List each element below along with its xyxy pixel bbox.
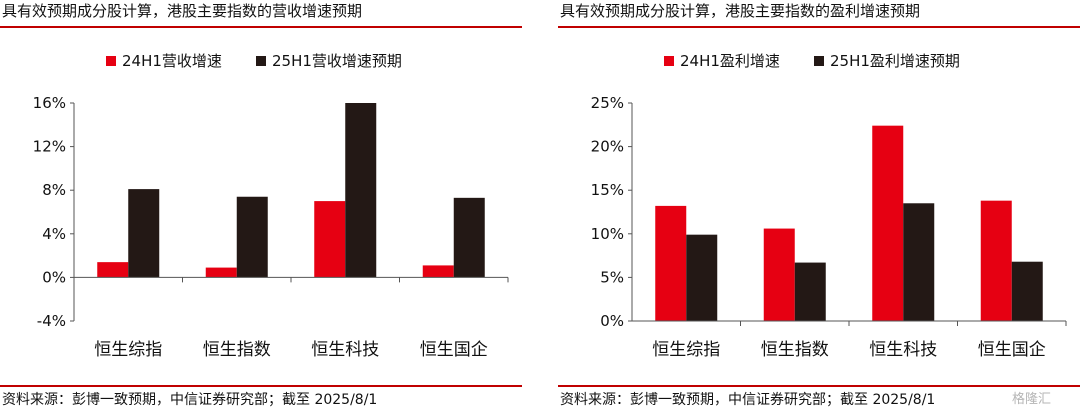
chart-panel-revenue: 具有效预期成分股计算，港股主要指数的营收增速预期 24H1营收增速 25H1营收增… xyxy=(0,0,522,416)
x-category-label: 恒生指数 xyxy=(203,340,271,360)
bar-series-2 xyxy=(1011,261,1043,321)
y-tick-label: 4% xyxy=(42,225,66,243)
bar-series-2 xyxy=(128,189,160,278)
revenue-growth-bar-chart: 24H1营收增速 25H1营收增速预期 -4% 0% 4% 8% 12% 16% 恒生综指 恒生指… xyxy=(33,52,509,360)
bar-series-2 xyxy=(345,103,377,278)
panel-title: 具有效预期成分股计算，港股主要指数的盈利增速预期 xyxy=(560,2,921,20)
bar-series-1 xyxy=(422,265,454,278)
bar-series-2 xyxy=(686,234,718,321)
legend-swatch xyxy=(814,56,824,66)
chart-panel-profit: 具有效预期成分股计算，港股主要指数的盈利增速预期 24H1盈利增速 25H1盈利增… xyxy=(558,0,1080,416)
bar-series-2 xyxy=(236,196,268,278)
bar-series-1 xyxy=(205,267,237,278)
legend-label: 24H1盈利增速 xyxy=(680,52,780,70)
x-category-label: 恒生综指 xyxy=(652,340,720,360)
bar-series-1 xyxy=(980,200,1012,321)
y-tick-label: 12% xyxy=(33,138,66,156)
y-tick-label: 0% xyxy=(600,312,624,330)
legend-swatch xyxy=(664,56,674,66)
bar-series-1 xyxy=(872,125,904,321)
bar-series-1 xyxy=(97,262,129,278)
x-category-label: 恒生科技 xyxy=(311,340,379,360)
legend-label: 24H1营收增速 xyxy=(122,52,222,70)
y-tick-label: 0% xyxy=(42,268,66,286)
y-tick-label: 5% xyxy=(600,268,624,286)
bar-series-1 xyxy=(763,228,795,321)
profit-growth-bar-chart: 24H1盈利增速 25H1盈利增速预期 0% 5% 10% 15% 20% 25% 恒生综指 恒生… xyxy=(591,52,1067,360)
source-note: 资料来源：彭博一致预期，中信证券研究部；截至 2025/8/1 xyxy=(560,392,936,408)
legend-swatch xyxy=(106,56,116,66)
x-category-label: 恒生指数 xyxy=(761,340,829,360)
y-tick-label: 10% xyxy=(591,225,624,243)
source-divider xyxy=(0,385,522,387)
y-tick-label: -4% xyxy=(37,312,66,330)
legend-label: 25H1盈利增速预期 xyxy=(830,52,960,70)
x-category-label: 恒生科技 xyxy=(869,340,937,360)
bar-series-1 xyxy=(314,201,346,278)
bar-series-1 xyxy=(655,205,687,321)
bar-series-2 xyxy=(903,203,935,321)
title-divider xyxy=(558,26,1080,28)
y-tick-label: 15% xyxy=(591,181,624,199)
y-tick-label: 25% xyxy=(591,94,624,112)
legend-swatch xyxy=(256,56,266,66)
x-category-label: 恒生国企 xyxy=(978,340,1046,360)
source-note: 资料来源：彭博一致预期，中信证券研究部；截至 2025/8/1 xyxy=(2,392,378,408)
watermark-text: 格隆汇 xyxy=(1012,392,1052,407)
legend-label: 25H1营收增速预期 xyxy=(272,52,402,70)
y-tick-label: 20% xyxy=(591,138,624,156)
x-category-label: 恒生综指 xyxy=(94,340,162,360)
title-divider xyxy=(0,26,522,28)
y-tick-label: 8% xyxy=(42,181,66,199)
source-divider xyxy=(558,385,1080,387)
x-category-label: 恒生国企 xyxy=(420,340,488,360)
bar-series-2 xyxy=(794,262,826,321)
y-tick-label: 16% xyxy=(33,94,66,112)
panel-title: 具有效预期成分股计算，港股主要指数的营收增速预期 xyxy=(2,2,363,20)
bar-series-2 xyxy=(453,197,485,278)
